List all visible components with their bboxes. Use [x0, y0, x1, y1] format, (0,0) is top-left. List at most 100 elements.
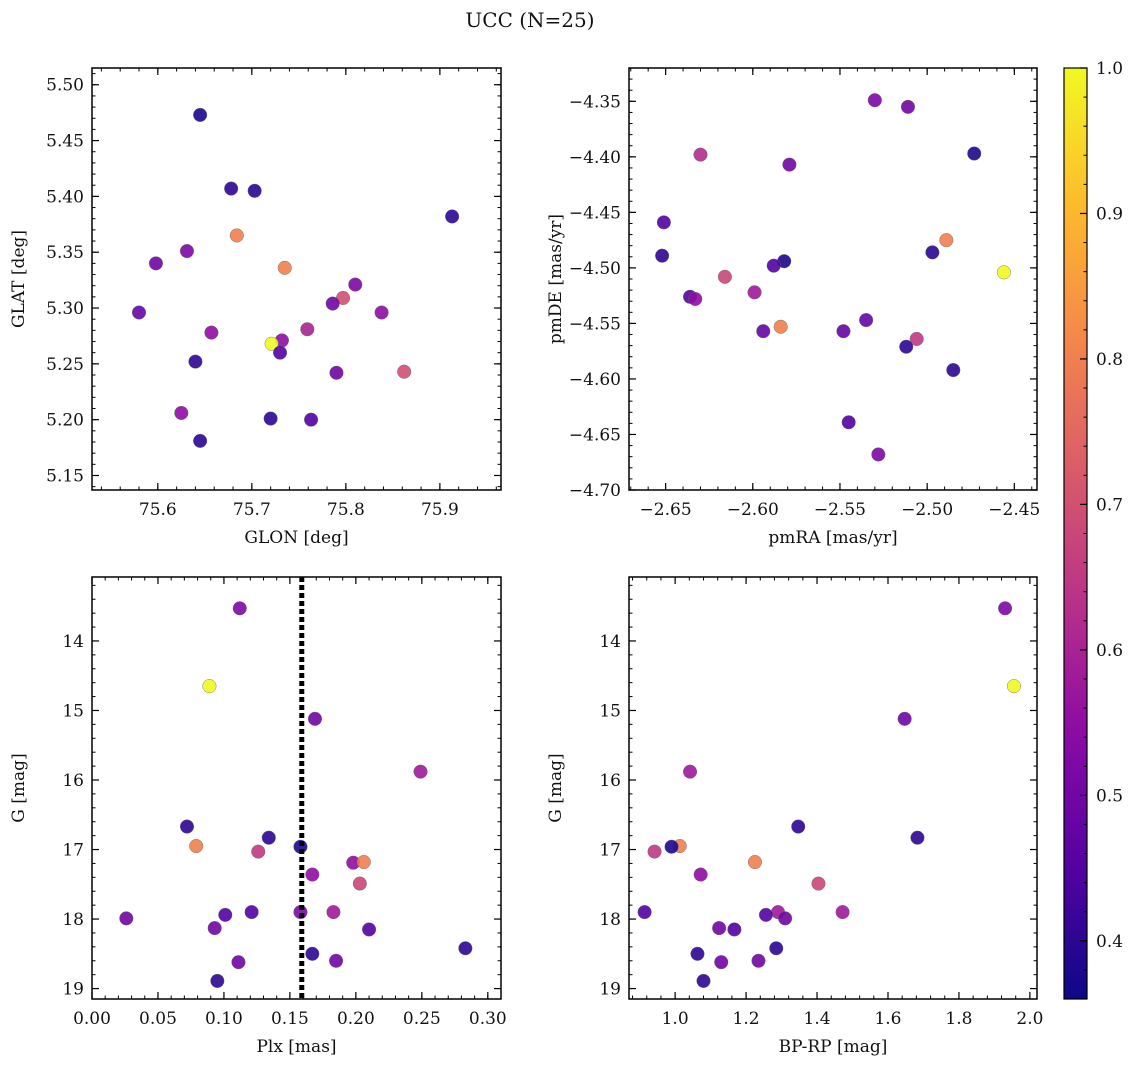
data-point	[204, 325, 219, 340]
data-point	[664, 839, 679, 854]
data-point	[696, 973, 711, 988]
data-point	[683, 764, 698, 779]
x-tick-label: −2.50	[901, 500, 953, 520]
data-point	[996, 265, 1011, 280]
x-axis-label: BP-RP [mag]	[779, 1037, 888, 1057]
x-axis-label: Plx [mas]	[256, 1037, 336, 1057]
data-point	[836, 324, 851, 339]
colorbar-tick-label: 0.8	[1096, 350, 1123, 370]
x-tick-label: 0.00	[73, 1009, 111, 1029]
y-tick-label: 5.15	[46, 466, 84, 486]
y-tick-label: 16	[62, 771, 84, 791]
data-point	[305, 946, 320, 961]
y-axis-label: G [mag]	[546, 753, 566, 822]
y-axis-label: GLAT [deg]	[9, 230, 29, 328]
data-point	[791, 819, 806, 834]
data-point	[693, 147, 708, 162]
data-point	[946, 363, 961, 378]
data-point	[132, 305, 147, 320]
data-point	[1006, 679, 1021, 694]
data-point	[766, 258, 781, 273]
x-tick-label: −2.60	[727, 500, 779, 520]
y-tick-label: 19	[599, 980, 621, 1000]
data-point	[811, 876, 826, 891]
colorbar-tick-label: 1.0	[1096, 59, 1123, 79]
data-point	[326, 905, 341, 920]
data-point	[841, 415, 856, 430]
data-point	[247, 183, 262, 198]
x-tick-label: 0.30	[469, 1009, 507, 1029]
x-tick-label: 0.15	[271, 1009, 309, 1029]
y-tick-label: −4.50	[569, 259, 621, 279]
colorbar-tick-label: 0.7	[1096, 495, 1123, 515]
y-tick-label: 15	[62, 701, 84, 721]
data-point	[231, 955, 246, 970]
data-point	[910, 830, 925, 845]
y-tick-label: −4.70	[569, 481, 621, 501]
data-point	[712, 921, 727, 936]
scatter-panel: 0.00 0.05 0.10 0.15 0.20 0.25 0.30 14 15 16 17 18 19…	[9, 576, 507, 1057]
data-point	[693, 867, 708, 882]
y-tick-label: 5.25	[46, 355, 84, 375]
data-point	[900, 99, 915, 114]
plot-frame	[91, 67, 502, 491]
data-point	[939, 233, 954, 248]
x-tick-label: 1.2	[733, 1009, 760, 1029]
data-point	[304, 412, 319, 427]
x-tick-label: 1.6	[874, 1009, 901, 1029]
data-point	[189, 839, 204, 854]
data-point	[656, 215, 671, 230]
data-point	[747, 855, 762, 870]
data-point	[773, 319, 788, 334]
data-point	[244, 905, 259, 920]
y-tick-label: 5.50	[46, 76, 84, 96]
x-tick-label: 75.6	[139, 500, 177, 520]
data-point	[637, 905, 652, 920]
y-tick-label: −4.40	[569, 148, 621, 168]
data-point	[835, 905, 850, 920]
data-point	[179, 819, 194, 834]
data-point	[769, 941, 784, 956]
data-point	[193, 107, 208, 122]
x-tick-label: −2.45	[988, 500, 1040, 520]
x-tick-label: 1.4	[804, 1009, 831, 1029]
y-tick-label: 18	[62, 910, 84, 930]
y-tick-label: −4.65	[569, 425, 621, 445]
y-tick-label: 18	[599, 910, 621, 930]
data-point	[264, 336, 279, 351]
data-point	[305, 867, 320, 882]
data-point	[261, 830, 276, 845]
data-point	[207, 921, 222, 936]
y-tick-label: −4.35	[569, 92, 621, 112]
data-point	[714, 955, 729, 970]
y-tick-label: −4.45	[569, 203, 621, 223]
data-point	[362, 922, 377, 937]
data-point	[329, 365, 344, 380]
colorbar-tick-label: 0.6	[1096, 641, 1123, 661]
data-point	[690, 946, 705, 961]
y-tick-label: 5.20	[46, 411, 84, 431]
scatter-panel: 1.0 1.2 1.4 1.6 1.8 2.0 14 15 16 17 18 19 BP-RP [mag…	[546, 576, 1043, 1057]
data-point	[413, 764, 428, 779]
y-tick-label: 14	[62, 632, 84, 652]
data-point	[859, 313, 874, 328]
colorbar: 0.4 0.5 0.6 0.7 0.8 0.9 1.0	[1063, 59, 1123, 1000]
data-point	[717, 269, 732, 284]
x-axis-label: GLON [deg]	[244, 528, 348, 548]
plot-frame	[628, 576, 1038, 1000]
y-tick-label: 5.35	[46, 243, 84, 263]
data-point	[782, 157, 797, 172]
y-tick-label: 15	[599, 701, 621, 721]
data-point	[647, 844, 662, 859]
data-point	[348, 277, 363, 292]
data-point	[967, 146, 982, 161]
data-point	[229, 228, 244, 243]
data-point	[751, 953, 766, 968]
data-point	[756, 324, 771, 339]
data-point	[909, 331, 924, 346]
data-point	[174, 405, 189, 420]
colorbar-tick-label: 0.4	[1096, 932, 1123, 952]
data-point	[307, 711, 322, 726]
y-tick-label: 17	[62, 841, 84, 861]
